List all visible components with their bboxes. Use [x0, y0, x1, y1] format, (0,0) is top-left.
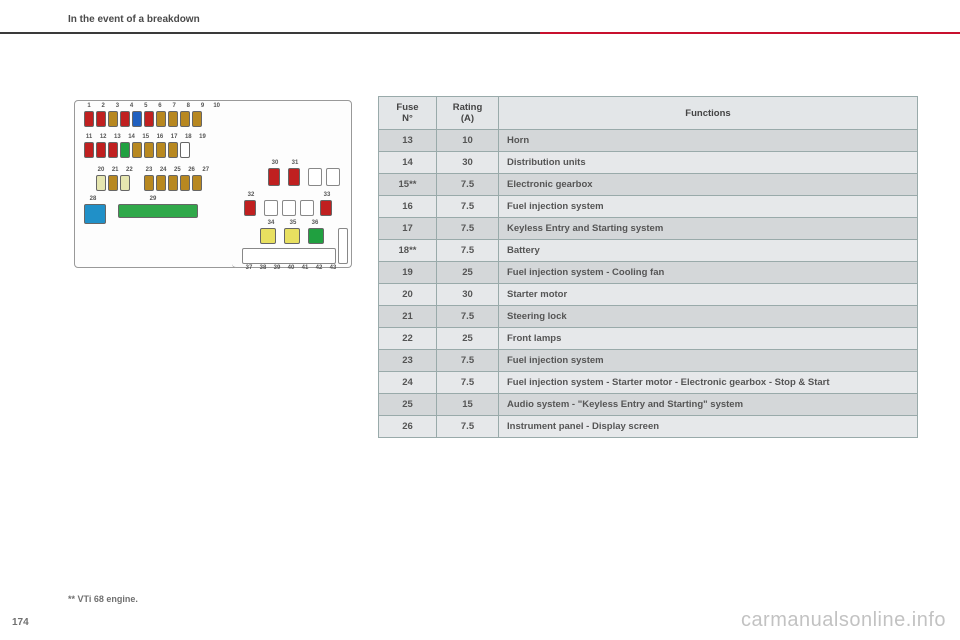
fuse [84, 142, 94, 158]
fuse [108, 175, 118, 191]
table-row: 2225Front lamps [379, 328, 918, 350]
footnote: ** VTi 68 engine. [68, 594, 138, 604]
fuse [144, 111, 154, 127]
fuse [96, 142, 106, 158]
fuse-30 [268, 168, 280, 186]
empty-slot [326, 168, 340, 186]
table-row: 177.5Keyless Entry and Starting system [379, 218, 918, 240]
fuse [108, 142, 118, 158]
fuse [120, 175, 130, 191]
fuse [260, 228, 276, 244]
empty-slot [282, 200, 296, 216]
section-title: In the event of a breakdown [68, 14, 200, 25]
watermark: carmanualsonline.info [741, 609, 946, 632]
table-row: 267.5Instrument panel - Display screen [379, 416, 918, 438]
fuse-row-3a [96, 175, 130, 191]
fuse-labels-row3b: 2324252627 [144, 167, 211, 173]
fuse [308, 228, 324, 244]
fuse [180, 175, 190, 191]
fuse-28 [84, 204, 106, 224]
table-row: 237.5Fuel injection system [379, 350, 918, 372]
fuse [168, 175, 178, 191]
fuse-33 [320, 200, 332, 216]
col-fuse-no: Fuse N° [379, 97, 437, 130]
fuse-31 [288, 168, 300, 186]
table-row: 2515Audio system - "Keyless Entry and St… [379, 394, 918, 416]
fuse-row-mid [260, 228, 324, 244]
table-row: 167.5Fuel injection system [379, 196, 918, 218]
fuse-label-28: 28 [88, 196, 98, 202]
fuse [168, 111, 178, 127]
fuse [192, 111, 202, 127]
fuse-label-30: 30 [270, 160, 280, 166]
col-rating: Rating (A) [437, 97, 499, 130]
fuse-label-32: 32 [246, 192, 256, 198]
slot-strip [242, 248, 336, 264]
fuse-row-3b [144, 175, 202, 191]
fusebox-diagram: 12345678910 111213141516171819 202122 23… [74, 100, 352, 268]
fuse-labels-row2: 111213141516171819 [84, 134, 208, 140]
fuse [192, 175, 202, 191]
fuse-labels-bottom: 37383940414243 [244, 265, 338, 271]
fuse-labels-row3a: 202122 [96, 167, 134, 173]
fuse-labels-mid: 343536 [266, 220, 320, 226]
table-row: 247.5Fuel injection system - Starter mot… [379, 372, 918, 394]
table-row: 1925Fuel injection system - Cooling fan [379, 262, 918, 284]
fuse [156, 175, 166, 191]
rule-dark [0, 32, 540, 34]
fuse-label-29: 29 [148, 196, 158, 202]
fuse [84, 111, 94, 127]
fuse [284, 228, 300, 244]
fuse [108, 111, 118, 127]
fuse-29 [118, 204, 198, 218]
table-row: 217.5Steering lock [379, 306, 918, 328]
rule-red [540, 32, 960, 34]
empty-slot [264, 200, 278, 216]
fuse [144, 142, 154, 158]
fuse [96, 175, 106, 191]
fuse [132, 111, 142, 127]
fuse [180, 142, 190, 158]
empty-slot [300, 200, 314, 216]
fuse [120, 111, 130, 127]
fuse [144, 175, 154, 191]
fuse [132, 142, 142, 158]
fuse-label-33: 33 [322, 192, 332, 198]
col-functions: Functions [499, 97, 918, 130]
fuse-label-31: 31 [290, 160, 300, 166]
fuse-row-1 [84, 111, 202, 127]
empty-slot [338, 228, 348, 264]
page-number: 174 [12, 617, 29, 628]
table-row: 1310Horn [379, 130, 918, 152]
table-row: 15**7.5Electronic gearbox [379, 174, 918, 196]
fuse [120, 142, 130, 158]
fuse [96, 111, 106, 127]
fuse-table: Fuse N° Rating (A) Functions 1310Horn143… [378, 96, 918, 438]
fuse-row-2 [84, 142, 190, 158]
table-row: 2030Starter motor [379, 284, 918, 306]
table-row: 18**7.5Battery [379, 240, 918, 262]
empty-slot [308, 168, 322, 186]
table-row: 1430Distribution units [379, 152, 918, 174]
fuse-labels-row1: 12345678910 [84, 103, 222, 109]
fuse [180, 111, 190, 127]
fuse-32 [244, 200, 256, 216]
fuse [156, 111, 166, 127]
fuse [168, 142, 178, 158]
fuse [156, 142, 166, 158]
header-rule [0, 32, 960, 34]
